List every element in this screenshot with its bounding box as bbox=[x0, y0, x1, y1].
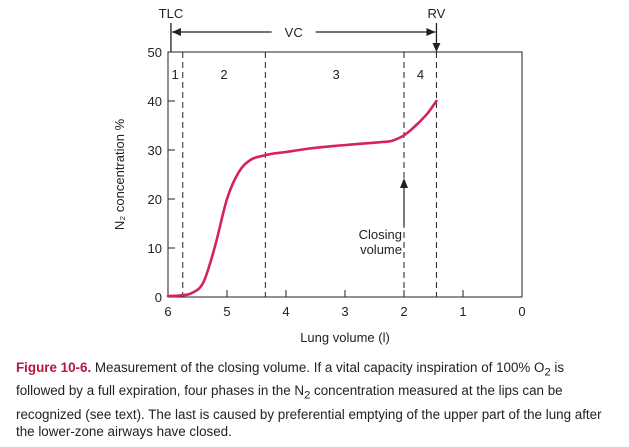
y-tick-label: 20 bbox=[148, 192, 162, 207]
n2-concentration-curve bbox=[166, 99, 438, 298]
plot-frame bbox=[167, 51, 523, 298]
y-tick-label: 10 bbox=[148, 241, 162, 256]
phase-label: 3 bbox=[333, 67, 340, 82]
closing-volume-arrowhead bbox=[400, 178, 408, 188]
x-tick-label: 3 bbox=[341, 304, 348, 319]
phase-boundaries bbox=[182, 52, 437, 297]
closing-volume-label-line2: volume bbox=[360, 242, 402, 257]
tlc-label: TLC bbox=[159, 6, 184, 21]
closing-volume-label-line1: Closing bbox=[359, 227, 402, 242]
x-tick-label: 0 bbox=[518, 304, 525, 319]
phase-label: 4 bbox=[417, 67, 424, 82]
x-tick-label: 6 bbox=[164, 304, 171, 319]
vc-arrowhead-left bbox=[171, 28, 181, 36]
x-axis-ticks: 6 5 4 3 2 1 0 bbox=[164, 290, 526, 319]
caption-text-2: is followed by a full expiration, four p… bbox=[16, 360, 565, 399]
x-tick-label: 1 bbox=[459, 304, 466, 319]
y-tick-label: 50 bbox=[148, 45, 162, 60]
phase-labels: 1 2 3 4 bbox=[171, 67, 424, 82]
tlc-rv-markers: TLC RV VC bbox=[159, 6, 446, 52]
figure-caption: Figure 10-6. Measurement of the closing … bbox=[16, 359, 616, 441]
rv-label: RV bbox=[428, 6, 446, 21]
vc-arrowhead-right bbox=[426, 28, 436, 36]
x-axis-label: Lung volume (l) bbox=[300, 330, 390, 345]
caption-subscript-2: 2 bbox=[304, 389, 311, 402]
x-tick-label: 5 bbox=[223, 304, 230, 319]
rv-arrowhead bbox=[432, 43, 441, 52]
y-tick-label: 40 bbox=[148, 94, 162, 109]
caption-text-1: Measurement of the closing volume. If a … bbox=[94, 360, 545, 375]
x-tick-label: 4 bbox=[282, 304, 289, 319]
y-axis-label: N₂ concentration % bbox=[112, 118, 127, 230]
caption-subscript-1: 2 bbox=[544, 366, 551, 379]
caption-text-3: concentration measured at the lips can b… bbox=[16, 383, 602, 440]
y-tick-label: 0 bbox=[155, 290, 162, 305]
y-tick-label: 30 bbox=[148, 143, 162, 158]
vc-label: VC bbox=[285, 25, 303, 40]
x-tick-label: 2 bbox=[400, 304, 407, 319]
phase-label: 2 bbox=[220, 67, 227, 82]
series-layer bbox=[166, 99, 438, 298]
phase-label: 1 bbox=[171, 67, 178, 82]
caption-label: Figure 10-6. bbox=[16, 360, 92, 375]
plot-border bbox=[167, 51, 523, 298]
y-axis-ticks: 0 10 20 30 40 50 bbox=[148, 45, 175, 305]
